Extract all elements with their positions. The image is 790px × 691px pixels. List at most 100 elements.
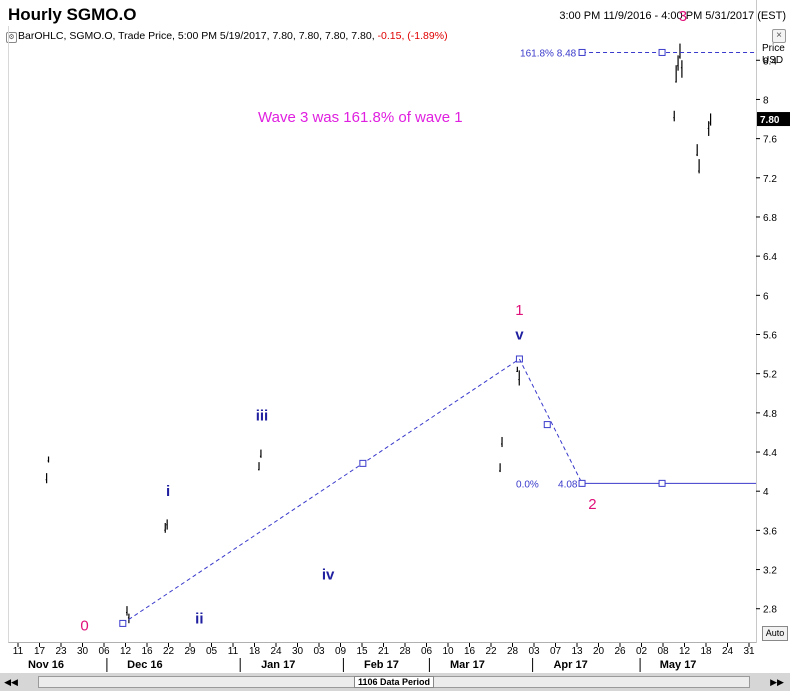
y-tick-label: 6.8: [763, 213, 777, 224]
wave-label: iv: [322, 566, 335, 583]
x-tick-label: 28: [507, 646, 519, 657]
x-tick-label: 16: [141, 646, 153, 657]
x-tick-label: 24: [270, 646, 282, 657]
y-tick-label: 3.2: [763, 566, 777, 577]
x-tick-label: 06: [98, 646, 110, 657]
date-range: 3:00 PM 11/9/2016 - 4:00 PM 5/31/2017 (E…: [559, 10, 786, 22]
x-month-label: Apr 17: [553, 659, 587, 671]
x-tick-label: 28: [399, 646, 411, 657]
x-tick-label: 07: [550, 646, 562, 657]
x-tick-label: 11: [228, 646, 239, 657]
x-tick-label: 12: [120, 646, 132, 657]
plot-area-border: [8, 26, 756, 643]
currency-label: USD: [762, 55, 784, 66]
x-tick-label: 03: [313, 646, 325, 657]
y-tick-label: 8: [763, 95, 769, 106]
y-axis-border: [756, 0, 757, 643]
fib-handle: [658, 479, 666, 487]
wave-label: 2: [588, 496, 596, 513]
x-tick-label: 20: [593, 646, 605, 657]
data-period-label: 1106 Data Period: [353, 676, 435, 688]
legend-change: -0.15, (-1.89%): [377, 30, 448, 42]
x-tick-label: 29: [184, 646, 196, 657]
x-tick-label: 30: [77, 646, 89, 657]
wave-label: 3: [679, 8, 687, 25]
x-tick-label: 26: [614, 646, 626, 657]
chart-title: Hourly SGMO.O: [8, 5, 137, 24]
x-tick-label: 03: [528, 646, 540, 657]
close-icon[interactable]: ×: [772, 29, 786, 43]
x-tick-label: 06: [421, 646, 433, 657]
fib-handle: [543, 421, 551, 429]
scroll-thumb[interactable]: 1106 Data Period: [38, 676, 750, 688]
legend-text: BarOHLC, SGMO.O, Trade Price, 5:00 PM 5/…: [18, 30, 378, 42]
auto-scale-button[interactable]: Auto: [762, 626, 788, 641]
last-price-label: 7.80: [760, 115, 780, 126]
x-tick-label: 22: [163, 646, 175, 657]
fib-value-0: 4.08: [558, 479, 578, 490]
wave-label: iii: [256, 408, 269, 425]
y-tick-label: 5.2: [763, 370, 777, 381]
x-tick-label: 24: [722, 646, 734, 657]
x-tick-label: 15: [356, 646, 368, 657]
series-settings-icon[interactable]: ⚙: [6, 32, 17, 43]
chart-annotation: Wave 3 was 161.8% of wave 1: [258, 109, 463, 126]
x-axis: 11 17 23 30 06 12 16 22 29 05 11 18 24 30 03 09 15 21 28 06…: [13, 643, 755, 672]
fib-connector: [518, 358, 583, 484]
last-price-box: [757, 112, 790, 127]
x-tick-label: 08: [657, 646, 669, 657]
annotation-lines: 0.0% 4.08 161.8% 8.48: [119, 48, 756, 627]
x-tick-label: 02: [636, 646, 648, 657]
x-tick-label: 16: [464, 646, 476, 657]
price-label: Price: [762, 43, 785, 54]
scroll-right-icon[interactable]: ▶▶: [770, 677, 784, 687]
fib-label-1618: 161.8% 8.48: [520, 48, 577, 59]
price-axis-label: Price USD: [762, 43, 785, 67]
x-tick-label: 10: [442, 646, 454, 657]
y-tick-label: 4.4: [763, 448, 777, 459]
x-tick-label: 12: [679, 646, 691, 657]
price-chart[interactable]: 0.0% 4.08 161.8% 8.48 2.8 3.2 3.6 4 4.4 4.8 5.2 5…: [0, 0, 790, 673]
trendline-handle: [359, 459, 367, 467]
y-tick-label: 6.4: [763, 252, 777, 263]
wave1-trendline: [122, 358, 520, 624]
y-tick-label: 2.8: [763, 605, 777, 616]
x-month-label: Dec 16: [127, 659, 162, 671]
x-month-label: Jan 17: [261, 659, 295, 671]
x-tick-label: 11: [13, 646, 24, 657]
x-tick-label: 21: [378, 646, 390, 657]
fib-handle: [578, 48, 586, 56]
fib-label-0: 0.0%: [516, 479, 539, 490]
y-tick-label: 4.8: [763, 409, 777, 420]
y-tick-label: 8.4: [763, 56, 777, 67]
x-month-label: Nov 16: [28, 659, 64, 671]
x-tick-label: 18: [249, 646, 261, 657]
x-tick-label: 22: [485, 646, 497, 657]
y-tick-label: 7.6: [763, 135, 777, 146]
series-legend: BarOHLC, SGMO.O, Trade Price, 5:00 PM 5/…: [18, 30, 448, 42]
wave-label: v: [515, 326, 524, 343]
x-tick-label: 05: [206, 646, 218, 657]
trendline-handle: [119, 619, 127, 627]
x-tick-label: 13: [571, 646, 583, 657]
x-tick-label: 30: [292, 646, 304, 657]
price-bars: [45, 43, 712, 624]
x-tick-label: 17: [34, 646, 46, 657]
x-tick-label: 18: [700, 646, 712, 657]
y-tick-label: 4: [763, 487, 769, 498]
x-tick-label: 23: [55, 646, 67, 657]
fib-handle: [578, 479, 586, 487]
y-tick-label: 5.6: [763, 331, 777, 342]
x-month-label: Mar 17: [450, 659, 485, 671]
wave-label: ii: [195, 610, 203, 627]
wave-label: i: [166, 483, 170, 500]
wave-label: 0: [80, 617, 88, 634]
scroll-left-icon[interactable]: ◀◀: [4, 677, 18, 687]
y-tick-label: 7.2: [763, 174, 777, 185]
x-month-label: May 17: [660, 659, 697, 671]
y-axis: 2.8 3.2 3.6 4 4.4 4.8 5.2 5.6 6 6.4 6.8 7.2 7.6 8 8.4 7…: [756, 56, 790, 616]
y-tick-label: 6: [763, 291, 769, 302]
x-tick-label: 09: [335, 646, 347, 657]
